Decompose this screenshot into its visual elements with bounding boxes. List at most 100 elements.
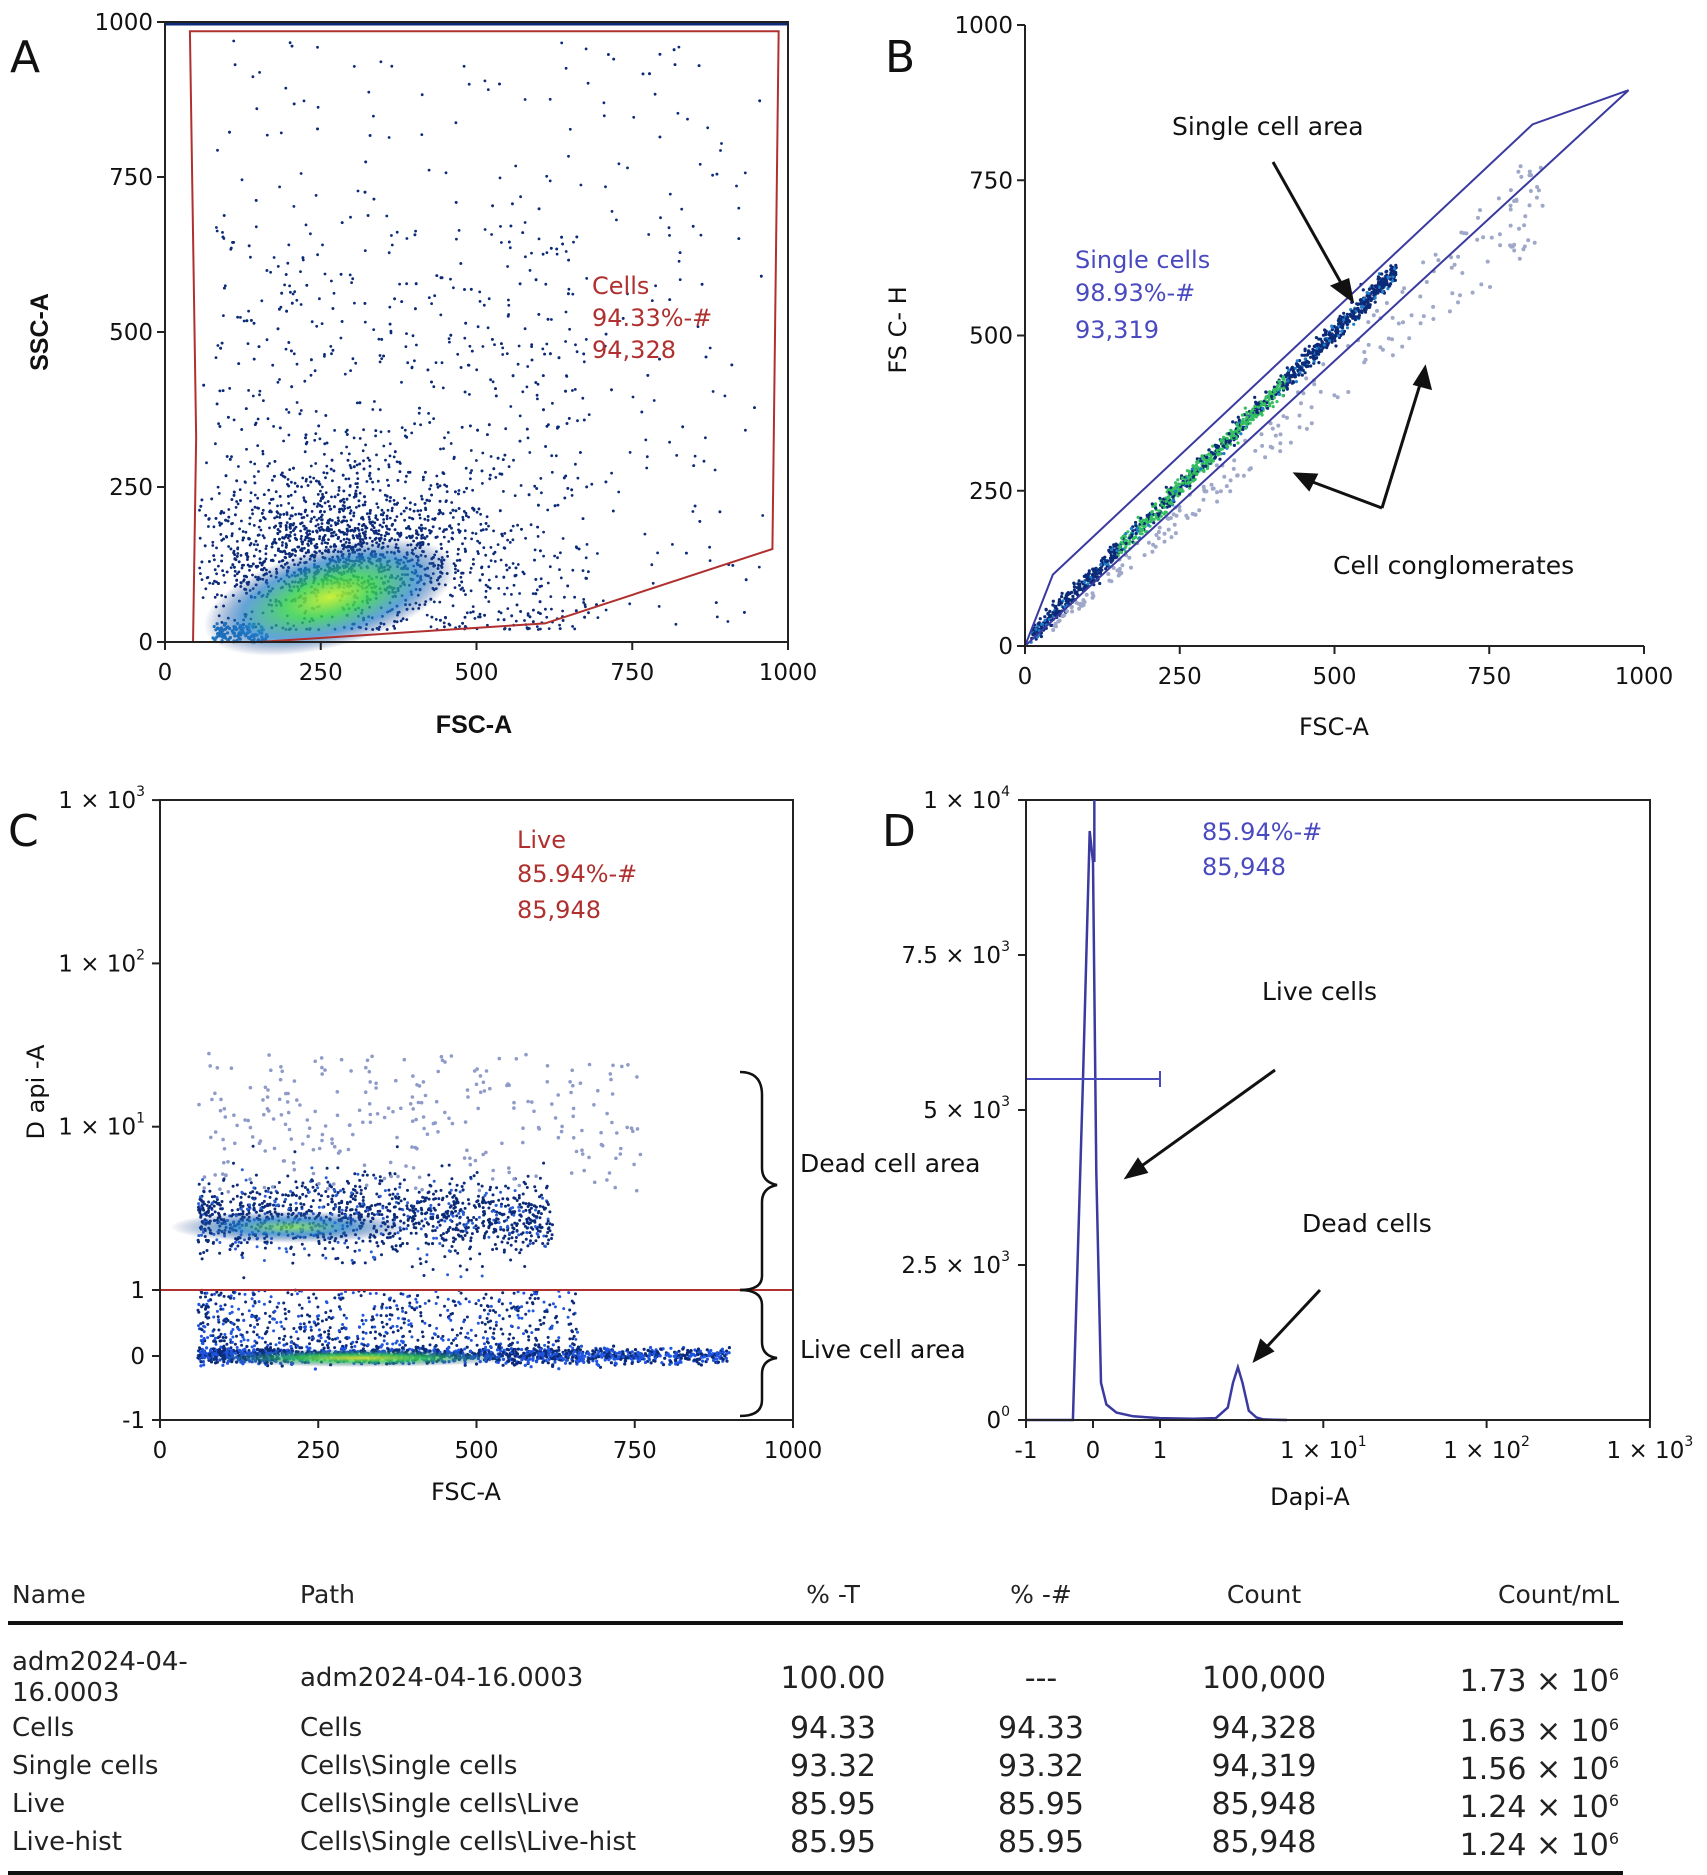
scatter-point (278, 186, 281, 189)
scatter-point (243, 575, 246, 578)
scatter-point (393, 503, 396, 506)
scatter-point (315, 325, 318, 328)
scatter-point (247, 389, 250, 392)
scatter-point (508, 241, 511, 244)
scatter-point (456, 353, 459, 356)
scatter-point (542, 408, 545, 411)
scatter-point (704, 436, 707, 439)
scatter-point (464, 550, 467, 553)
scatter-point (212, 554, 215, 557)
scatter-point (1529, 173, 1533, 177)
scatter-point (201, 578, 204, 581)
scatter-point (278, 538, 281, 541)
scatter-point (224, 581, 227, 584)
scatter-point (368, 516, 371, 519)
scatter-point (509, 405, 512, 408)
panel-letter-b: B (885, 32, 915, 83)
scatter-point (503, 546, 506, 549)
scatter-point (311, 320, 314, 323)
scatter-point (333, 505, 336, 508)
scatter-point (359, 401, 362, 404)
scatter-point (245, 407, 248, 410)
scatter-point (513, 584, 516, 587)
scatter-point (737, 207, 740, 210)
scatter-point (357, 190, 360, 193)
scatter-point (1327, 342, 1330, 345)
scatter-point (506, 607, 509, 610)
scatter-point (420, 529, 423, 532)
scatter-point (520, 528, 523, 531)
scatter-point (1049, 614, 1052, 617)
scatter-point (497, 457, 500, 460)
scatter-point (585, 577, 588, 580)
scatter-point (338, 486, 341, 489)
scatter-point (1238, 419, 1241, 422)
scatter-point (248, 569, 251, 572)
scatter-point (1362, 350, 1366, 354)
scatter-point (484, 80, 487, 83)
scatter-point (507, 299, 510, 302)
scatter-point (325, 491, 328, 494)
scatter-point (369, 134, 372, 137)
scatter-point (375, 514, 378, 517)
scatter-point (498, 83, 501, 86)
scatter-point (394, 450, 397, 453)
scatter-point (1366, 306, 1369, 309)
scatter-point (567, 155, 570, 158)
scatter-point (1195, 464, 1198, 467)
scatter-point (340, 540, 343, 543)
scatter-point (1043, 615, 1046, 618)
scatter-point (253, 524, 256, 527)
scatter-point (354, 460, 357, 463)
scatter-point (352, 357, 355, 360)
scatter-point (581, 397, 584, 400)
scatter-point (1273, 396, 1276, 399)
scatter-point (377, 468, 380, 471)
scatter-point (308, 530, 311, 533)
scatter-point (567, 259, 570, 262)
scatter-point (1176, 478, 1179, 481)
scatter-point (235, 579, 238, 582)
scatter-point (318, 527, 321, 530)
scatter-point (327, 500, 330, 503)
scatter-point (447, 540, 450, 543)
scatter-point (1256, 411, 1259, 414)
scatter-point (532, 592, 535, 595)
scatter-point (1147, 541, 1151, 545)
scatter-point (563, 596, 566, 599)
scatter-point (540, 577, 543, 580)
scatter-point (1157, 517, 1160, 520)
scatter-point (541, 348, 544, 351)
scatter-point (1212, 459, 1215, 462)
scatter-point (239, 499, 242, 502)
scatter-point (258, 393, 261, 396)
scatter-point (317, 425, 320, 428)
scatter-point (465, 512, 468, 515)
scatter-point (477, 325, 480, 328)
scatter-point (369, 472, 372, 475)
scatter-point (479, 513, 482, 516)
scatter-point (314, 462, 317, 465)
scatter-point (396, 502, 399, 505)
scatter-point (419, 423, 422, 426)
scatter-point (354, 494, 357, 497)
scatter-point (427, 369, 430, 372)
scatter-point (1245, 415, 1248, 418)
scatter-point (279, 495, 282, 498)
scatter-point (1509, 208, 1513, 212)
scatter-point (1130, 533, 1133, 536)
scatter-point (391, 509, 394, 512)
scatter-point (226, 455, 229, 458)
scatter-point (1154, 545, 1158, 549)
scatter-point (492, 552, 495, 555)
scatter-point (240, 428, 243, 431)
scatter-point (231, 241, 234, 244)
scatter-point (494, 476, 497, 479)
scatter-point (477, 552, 480, 555)
scatter-point (585, 556, 588, 559)
scatter-point (716, 173, 719, 176)
scatter-point (1185, 485, 1188, 488)
scatter-point (273, 526, 276, 529)
scatter-point (199, 505, 202, 508)
scatter-point (418, 412, 421, 415)
